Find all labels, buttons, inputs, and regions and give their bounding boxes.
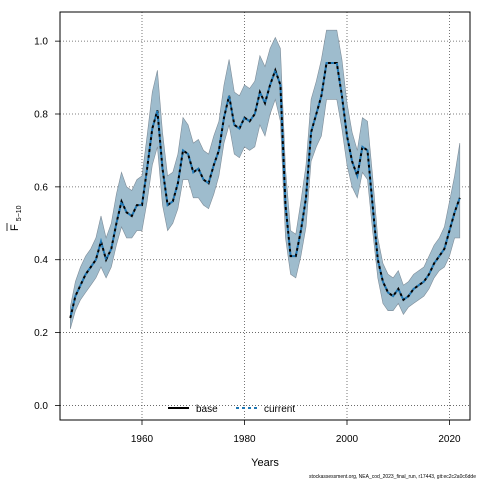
- x-tick-label: 1980: [233, 434, 256, 445]
- svg-text:F 5−10: F 5−10: [9, 205, 23, 231]
- y-axis-title-subscript: 5−10: [16, 205, 23, 221]
- y-tick-label: 0.8: [34, 110, 48, 121]
- y-axis-title: F 5−10: [6, 205, 23, 231]
- x-axis: 1960 1980 2000 2020: [131, 420, 461, 445]
- confidence-band: [70, 29, 461, 329]
- y-tick-label: 1.0: [34, 37, 48, 48]
- legend: base current: [168, 404, 295, 415]
- y-axis-title-main: F: [9, 224, 21, 231]
- y-axis: 0.0 0.2 0.4 0.6 0.8 1.0: [34, 37, 60, 412]
- x-tick-label: 1960: [131, 434, 154, 445]
- y-tick-label: 0.4: [34, 255, 48, 266]
- series-base-line: [69, 62, 461, 319]
- legend-base-label: base: [196, 404, 218, 415]
- plot-frame: [59, 11, 471, 421]
- footnote: stockassessment.org, NEA_cod_2023_final_…: [309, 474, 476, 480]
- y-tick-label: 0.2: [34, 328, 48, 339]
- x-axis-title: Years: [251, 457, 279, 469]
- y-tick-label: 0.0: [34, 401, 48, 412]
- series-current-line: [69, 62, 461, 319]
- x-tick-label: 2000: [336, 434, 359, 445]
- y-tick-label: 0.6: [34, 182, 48, 193]
- legend-current-label: current: [264, 404, 295, 415]
- x-tick-label: 2020: [438, 434, 461, 445]
